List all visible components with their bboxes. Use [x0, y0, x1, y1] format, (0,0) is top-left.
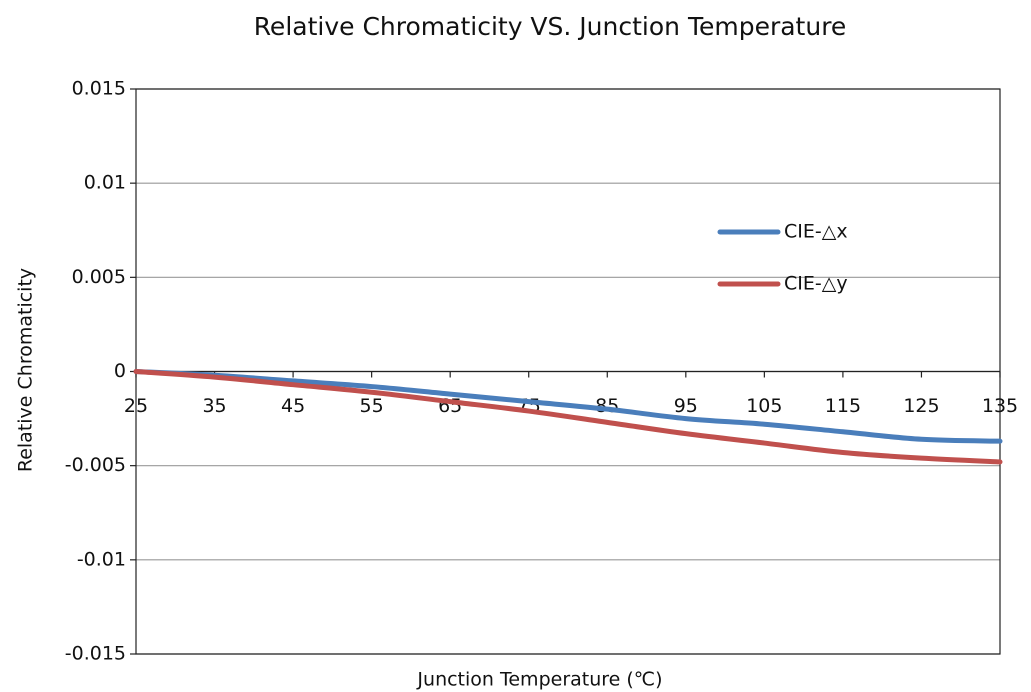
y-tick-label: -0.01 — [77, 548, 126, 570]
y-tick-label: 0.01 — [84, 172, 126, 194]
y-tick-label: -0.005 — [65, 454, 126, 476]
x-tick-label: 105 — [746, 395, 782, 417]
chart-title: Relative Chromaticity VS. Junction Tempe… — [254, 12, 847, 41]
x-tick-label: 115 — [825, 395, 861, 417]
legend-label: CIE-△y — [784, 273, 848, 295]
x-tick-label: 95 — [674, 395, 698, 417]
y-tick-label: 0.015 — [72, 78, 126, 100]
y-tick-label: -0.015 — [65, 643, 126, 665]
y-tick-label: 0.005 — [72, 266, 126, 288]
y-axis-label: Relative Chromaticity — [15, 268, 37, 472]
x-tick-label: 135 — [982, 395, 1018, 417]
y-tick-label: 0 — [114, 360, 126, 382]
x-tick-label: 55 — [360, 395, 384, 417]
x-axis-label: Junction Temperature (℃) — [416, 669, 662, 691]
x-tick-label: 35 — [202, 395, 226, 417]
series-line — [133, 369, 1003, 465]
x-tick-label: 45 — [281, 395, 305, 417]
series-line — [133, 369, 1003, 444]
legend-label: CIE-△x — [784, 221, 848, 243]
x-tick-label: 125 — [903, 395, 939, 417]
x-tick-label: 25 — [124, 395, 148, 417]
